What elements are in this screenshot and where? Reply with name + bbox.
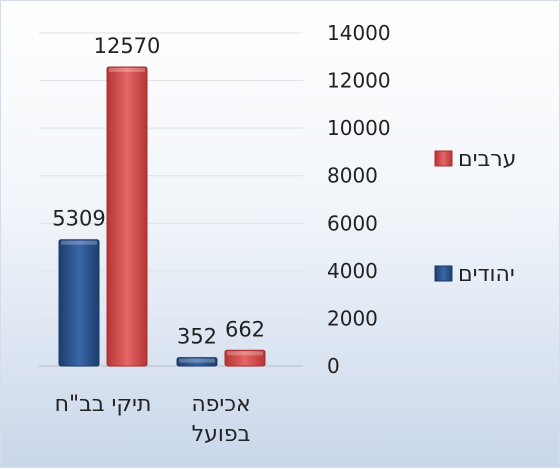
bar-arabs <box>224 349 266 367</box>
bar-highlight <box>109 68 145 73</box>
y-tick-label: 0 <box>327 354 340 378</box>
x-category-label: אכיפה בפועל <box>191 392 250 447</box>
bars <box>58 66 266 367</box>
legend-label: יהודים <box>458 262 515 287</box>
bar-jews <box>58 239 100 367</box>
y-tick-label: 6000 <box>327 211 378 235</box>
y-tick-label: 2000 <box>327 306 378 330</box>
x-category-label: תיקי בב"ח <box>55 392 152 417</box>
data-label: 662 <box>225 317 265 341</box>
legend-swatch <box>434 265 453 282</box>
bar-highlight <box>61 240 97 245</box>
legend-swatch <box>434 150 453 167</box>
y-tick-label: 14000 <box>327 21 391 45</box>
y-tick-label: 4000 <box>327 259 378 283</box>
data-label: 5309 <box>52 207 105 231</box>
y-tick-label: 8000 <box>327 164 378 188</box>
x-axis-categories: תיקי בב"ח אכיפה בפועל <box>55 392 251 447</box>
data-label: 12570 <box>94 34 161 58</box>
bar-highlight <box>179 358 215 363</box>
legend: ערבים יהודים <box>434 147 516 287</box>
y-tick-label: 10000 <box>327 116 391 140</box>
bar-arabs <box>106 66 148 367</box>
bar-jews <box>176 357 218 367</box>
legend-label: ערבים <box>458 147 516 172</box>
data-label: 352 <box>177 325 217 349</box>
y-tick-label: 12000 <box>327 69 391 93</box>
bar-highlight <box>227 351 263 356</box>
data-labels: 5309 12570 352 662 <box>52 34 265 349</box>
y-axis-ticks: 0 2000 4000 6000 8000 10000 12000 14000 <box>327 21 391 378</box>
